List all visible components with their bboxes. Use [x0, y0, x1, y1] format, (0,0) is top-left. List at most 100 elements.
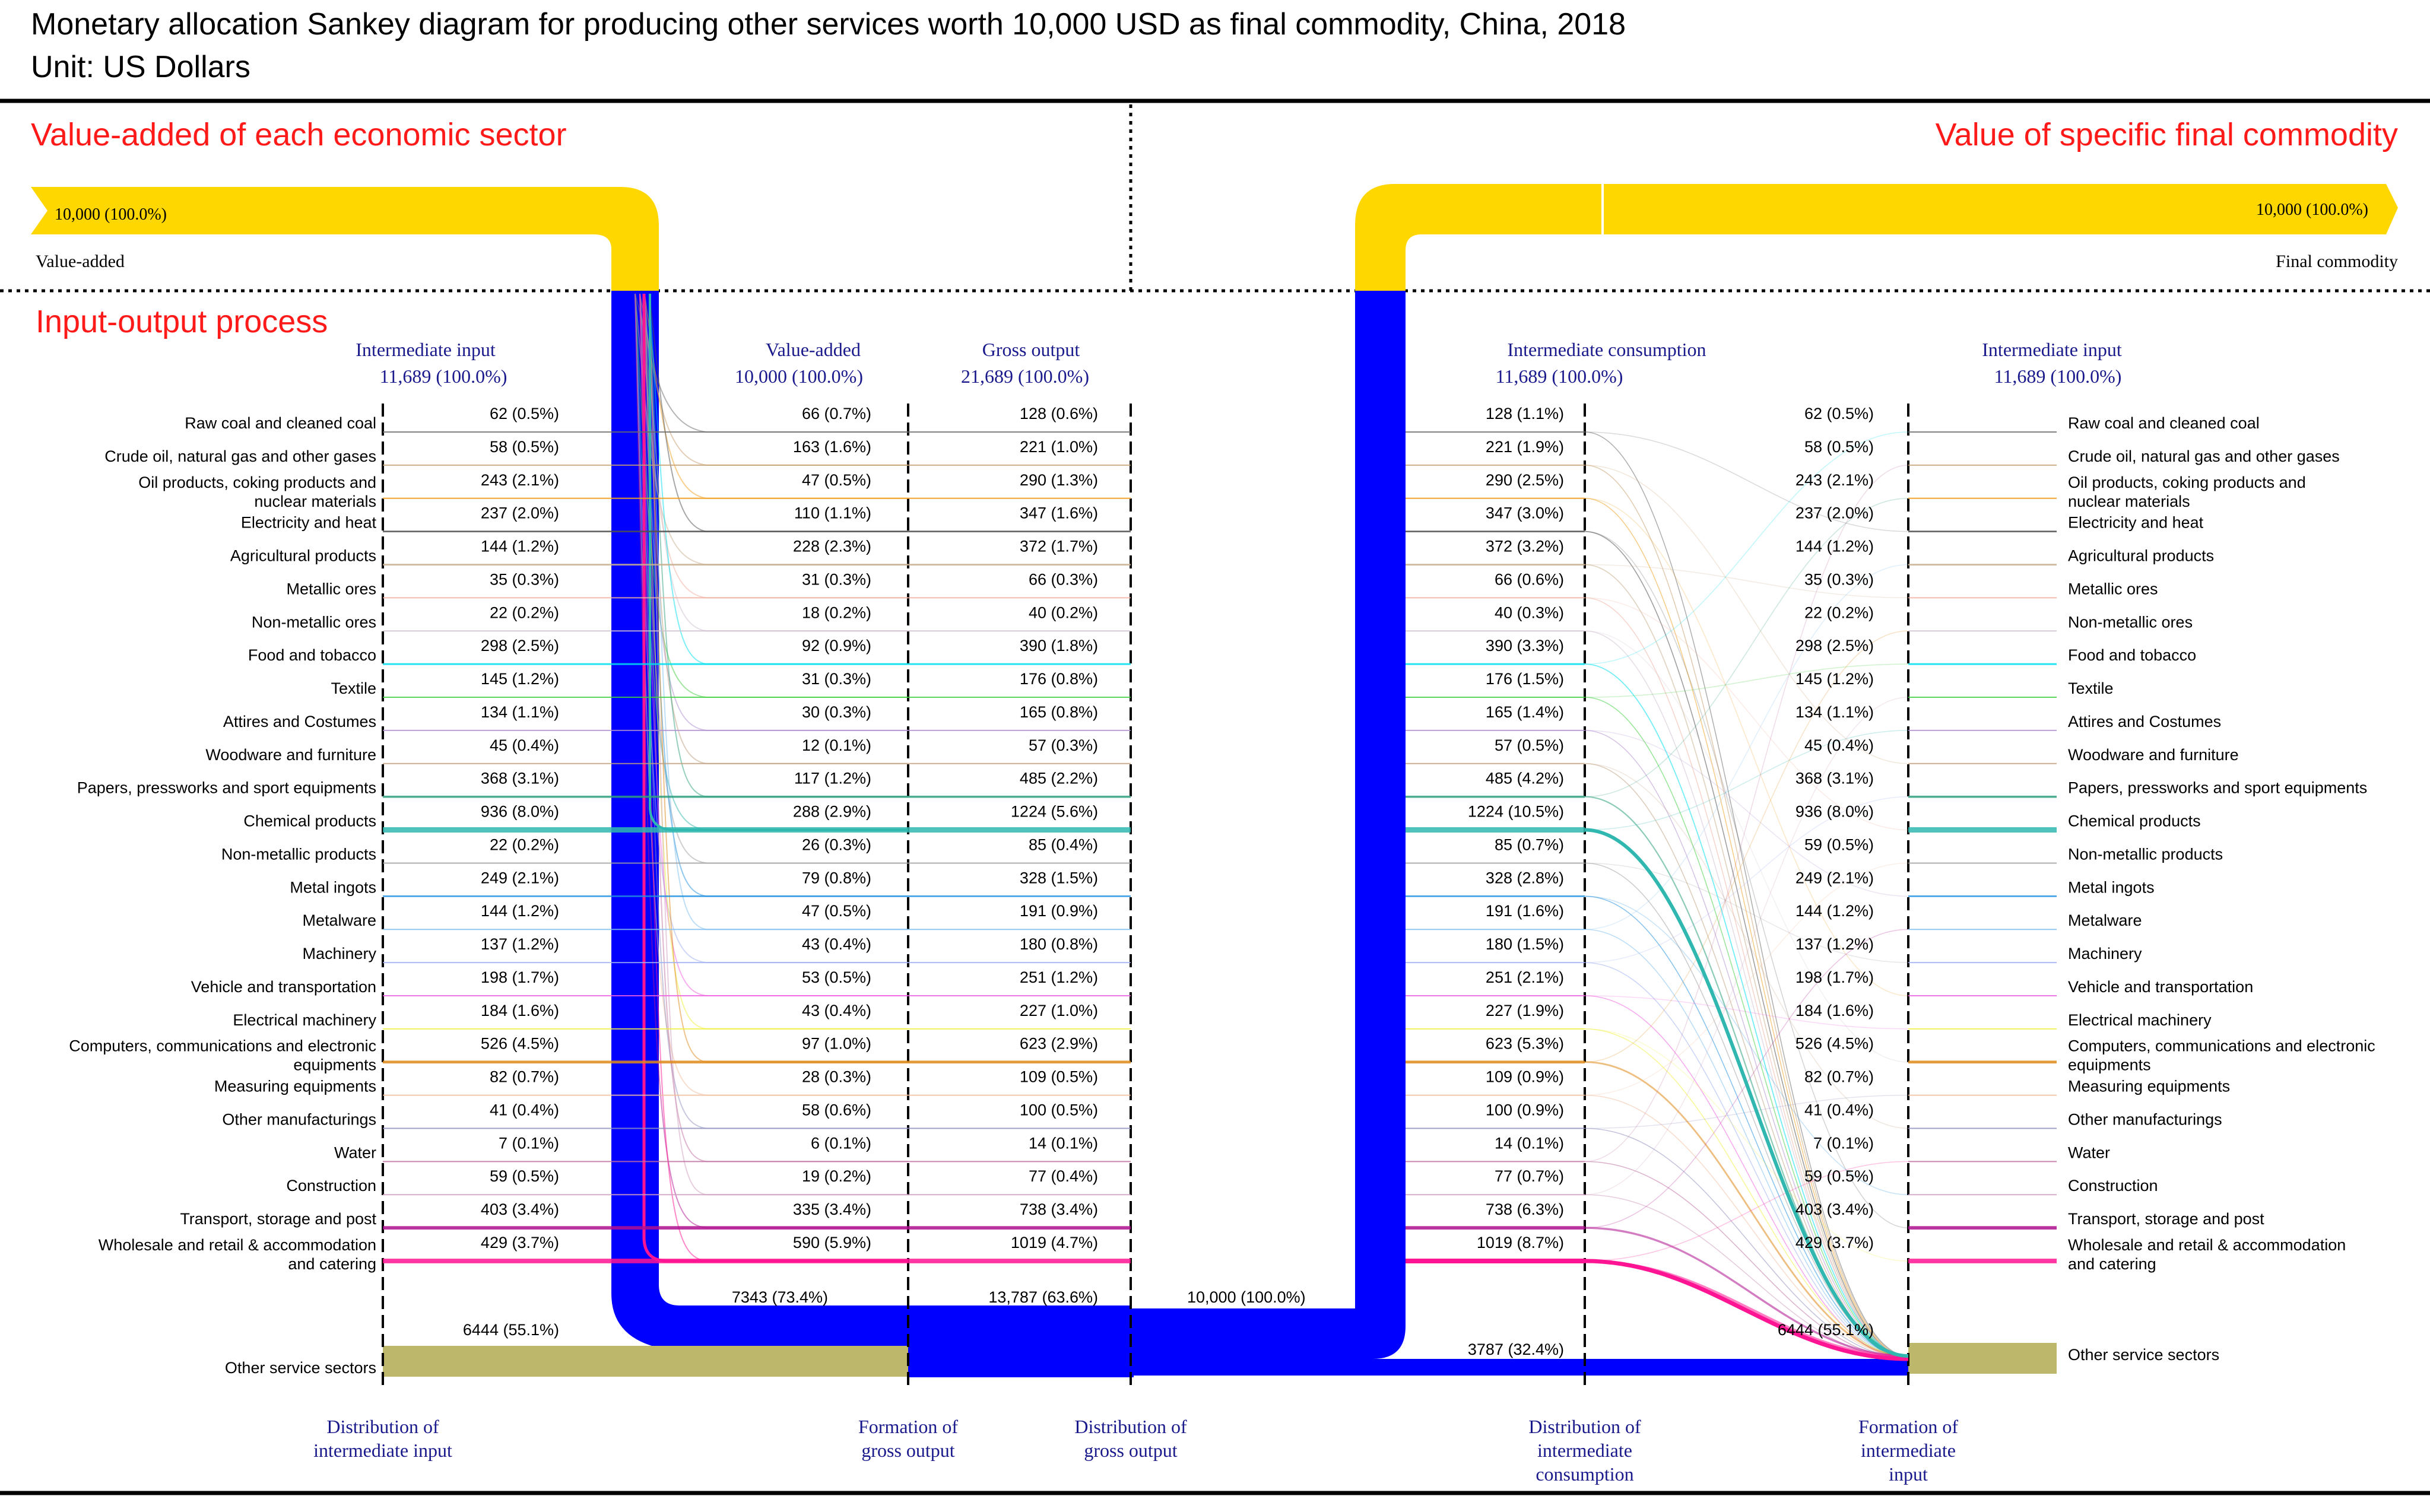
heading-input-output: Input-output process [36, 304, 328, 339]
sector-name-right: Electrical machinery [2068, 1011, 2212, 1029]
intermediate-consumption-value: 66 (0.6%) [1495, 570, 1564, 588]
sector-row: Agricultural products Agricultural produc… [230, 538, 2214, 566]
intermediate-input-value: 403 (3.4%) [481, 1200, 559, 1218]
redistribution-link [1584, 862, 1909, 1096]
footer-formation-intermediate-input: Formation of intermediate input [1858, 1416, 1958, 1485]
value-added-value: 228 (2.3%) [793, 538, 871, 555]
gross-output-value: 1224 (5.6%) [1011, 803, 1098, 821]
value-added-total: 7343 (73.4%) [732, 1288, 828, 1306]
value-added-link [644, 293, 908, 499]
consumption-link [1584, 1227, 1909, 1357]
value-added-link [639, 293, 908, 1129]
intermediate-consumption-value: 1224 (10.5%) [1468, 803, 1564, 821]
sector-row: Raw coal and cleaned coal Raw coal and cl… [185, 405, 2260, 433]
right-other-sector-label: Other service sectors [2068, 1346, 2219, 1364]
consumption-link [1584, 1094, 1909, 1358]
footer-distribution-gross-output: Distribution of gross output [1074, 1416, 1187, 1461]
gross-output-value: 128 (0.6%) [1020, 405, 1098, 423]
header-intermediate-consumption-value: 11,689 (100.0%) [1496, 366, 1623, 387]
intermediate-consumption-value: 191 (1.6%) [1486, 902, 1564, 920]
right-other-total: 6444 (55.1%) [1778, 1321, 1874, 1339]
redistribution-link [1584, 498, 1909, 996]
value-added-value: 117 (1.2%) [794, 770, 871, 787]
redistribution-link [1584, 431, 1909, 665]
redistribution-link [1584, 597, 1909, 831]
gross-output-value: 100 (0.5%) [1020, 1101, 1098, 1119]
intermediate-input-right-value: 134 (1.1%) [1795, 703, 1874, 721]
sector-name-left: Metalware [302, 911, 376, 929]
sector-row: Electrical machinery Electrical machinery… [233, 1002, 2212, 1030]
intermediate-consumption-value: 390 (3.3%) [1486, 637, 1564, 655]
intermediate-input-value: 298 (2.5%) [481, 637, 559, 655]
sector-row: Computers, communications and electronic… [69, 1035, 2375, 1074]
sector-name-right: Machinery [2068, 945, 2142, 963]
footer-distribution-intermediate-consumption: Distribution of intermediate consumption [1528, 1416, 1641, 1485]
consumption-link [1584, 431, 1909, 1357]
value-added-link [644, 293, 908, 1162]
consumption-link [1584, 531, 1909, 1358]
intermediate-input-right-value: 145 (1.2%) [1795, 670, 1874, 688]
value-added-value: 6 (0.1%) [811, 1134, 871, 1152]
consumption-link [1584, 465, 1909, 1357]
sector-name-right: Chemical products [2068, 812, 2201, 830]
intermediate-input-value: 7 (0.1%) [499, 1134, 559, 1152]
redistribution-link [1584, 1094, 1909, 1129]
consumption-link [1584, 498, 1909, 1358]
gross-output-value: 390 (1.8%) [1020, 637, 1098, 655]
sector-name-left: Metallic ores [286, 580, 376, 598]
sector-name-right: Food and tobacco [2068, 646, 2196, 664]
intermediate-consumption-value: 738 (6.3%) [1486, 1200, 1564, 1218]
sector-row: Oil products, coking products and nuclear… [138, 471, 2305, 510]
sector-name-left: Crude oil, natural gas and other gases [104, 447, 376, 465]
gross-output-value: 221 (1.0%) [1020, 438, 1098, 456]
redistribution-link [1584, 730, 1909, 831]
intermediate-input-right-value: 184 (1.6%) [1795, 1002, 1874, 1019]
intermediate-input-value: 58 (0.5%) [490, 438, 559, 456]
header-gross-output-value: 21,689 (100.0%) [961, 366, 1089, 387]
sector-row: Transport, storage and post Transport, st… [180, 1200, 2264, 1230]
right-other-sector-bar [1908, 1343, 2057, 1374]
intermediate-input-value: 134 (1.1%) [481, 703, 559, 721]
consumption-link [1584, 929, 1909, 1358]
sector-row: Electricity and heat Electricity and heat… [241, 504, 2204, 532]
redistribution-link [1584, 697, 1909, 1195]
sector-name-left: Electrical machinery [233, 1011, 376, 1029]
sector-name-left: nuclear materials [254, 493, 376, 510]
sector-row: Construction Construction 59 (0.5%) 19 (0.2… [286, 1167, 2158, 1196]
value-added-value: 47 (0.5%) [802, 471, 871, 489]
value-added-value: 66 (0.7%) [802, 405, 871, 423]
sector-name-left: Measuring equipments [214, 1078, 376, 1095]
value-added-band-value: 10,000 (100.0%) [55, 205, 167, 224]
intermediate-consumption-value: 77 (0.7%) [1495, 1167, 1564, 1185]
redistribution-link [1584, 796, 1909, 963]
header-intermediate-input-left: Intermediate input [356, 339, 496, 360]
final-commodity-band [1355, 184, 2398, 291]
intermediate-input-right-value: 243 (2.1%) [1795, 471, 1874, 489]
sector-name-right: Computers, communications and electronic [2068, 1037, 2375, 1055]
redistribution-link [1584, 531, 1909, 1228]
sector-row: Measuring equipments Measuring equipments… [214, 1068, 2230, 1096]
value-added-value: 79 (0.8%) [802, 869, 871, 887]
sector-name-right: Electricity and heat [2068, 514, 2204, 532]
intermediate-input-value: 82 (0.7%) [490, 1068, 559, 1086]
header-value-added: Value-added [766, 339, 861, 360]
intermediate-consumption-value: 165 (1.4%) [1486, 703, 1564, 721]
left-other-sector-bar [383, 1346, 908, 1377]
value-added-value: 43 (0.4%) [802, 935, 871, 953]
gross-output-value: 328 (1.5%) [1020, 869, 1098, 887]
intermediate-input-right-value: 62 (0.5%) [1804, 405, 1874, 423]
intermediate-consumption-value: 1019 (8.7%) [1477, 1234, 1564, 1251]
consumption-link [1584, 1061, 1909, 1358]
sector-name-left: Papers, pressworks and sport equipments [77, 779, 376, 797]
value-added-link [644, 293, 908, 764]
sector-name-left: Metal ingots [290, 878, 376, 896]
intermediate-consumption-value: 57 (0.5%) [1495, 736, 1564, 754]
gross-output-value: 623 (2.9%) [1020, 1035, 1098, 1053]
intermediate-consumption-value: 14 (0.1%) [1495, 1134, 1564, 1152]
consumption-link [1584, 1161, 1909, 1359]
redistribution-link [1584, 763, 1909, 1129]
redistribution-link [1584, 564, 1909, 930]
sector-row: Water Water 7 (0.1%) 6 (0.1%) 14 (0.1%) 14 (0… [334, 1134, 2110, 1162]
header-intermediate-input-right: Intermediate input [1982, 339, 2122, 360]
value-added-value: 18 (0.2%) [802, 603, 871, 621]
